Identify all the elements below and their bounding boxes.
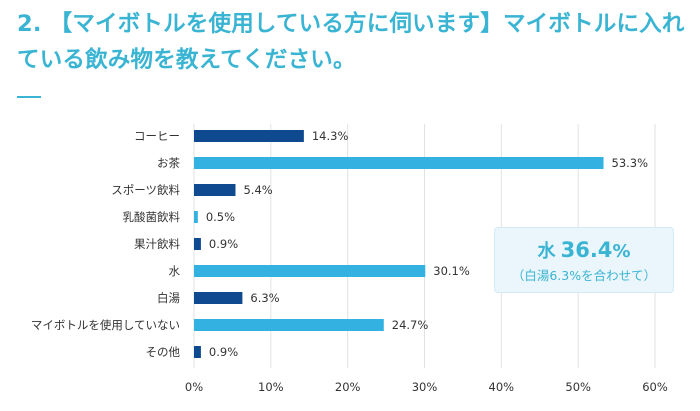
bar xyxy=(194,130,304,142)
callout-label: 水 xyxy=(537,241,556,262)
value-label: 14.3% xyxy=(312,129,349,143)
bar xyxy=(194,184,236,196)
value-label: 5.4% xyxy=(243,183,272,197)
category-label: 白湯 xyxy=(157,291,180,305)
category-label: その他 xyxy=(146,345,181,359)
water-total-callout: 水 36.4% （白湯6.3%を合わせて） xyxy=(494,227,674,293)
value-label: 53.3% xyxy=(612,156,649,170)
category-label: 乳酸菌飲料 xyxy=(123,210,181,224)
question-title: 2. 【マイボトルを使用している方に伺います】マイボトルに入れている飲み物を教え… xyxy=(17,11,685,73)
callout-unit: % xyxy=(612,241,631,262)
value-labels: 14.3% 53.3% 5.4% 0.5% 0.9% 30.1% 6.3% 24.7% 0.9% xyxy=(206,129,648,359)
category-label: お茶 xyxy=(157,156,180,170)
x-tick-label: 20% xyxy=(335,380,361,394)
value-label: 24.7% xyxy=(392,318,429,332)
value-label: 0.5% xyxy=(206,210,235,224)
bar xyxy=(194,319,384,331)
bar xyxy=(194,265,426,277)
bar xyxy=(194,157,604,169)
category-label: スポーツ飲料 xyxy=(111,183,180,197)
bar xyxy=(194,292,243,304)
value-label: 30.1% xyxy=(433,264,470,278)
x-tick-label: 60% xyxy=(642,380,668,394)
x-tick-label: 40% xyxy=(489,380,515,394)
title-accent-line xyxy=(17,96,41,98)
bars xyxy=(194,130,604,358)
category-label: マイボトルを使用していない xyxy=(31,318,180,332)
bar xyxy=(194,211,198,223)
x-tick-labels: 0% 10% 20% 30% 40% 50% 60% xyxy=(185,380,668,394)
value-label: 6.3% xyxy=(250,291,279,305)
category-label: 水 xyxy=(169,264,181,278)
x-tick-label: 30% xyxy=(412,380,438,394)
x-tick-label: 50% xyxy=(565,380,591,394)
x-tick-label: 0% xyxy=(185,380,203,394)
category-label: コーヒー xyxy=(134,129,180,143)
x-tick-label: 10% xyxy=(258,380,284,394)
bar xyxy=(194,346,201,358)
category-label: 果汁飲料 xyxy=(134,237,180,251)
value-label: 0.9% xyxy=(209,237,238,251)
callout-subtext: （白湯6.3%を合わせて） xyxy=(511,268,657,283)
bar xyxy=(194,238,201,250)
callout-value: 36.4 xyxy=(560,238,613,262)
value-label: 0.9% xyxy=(209,345,238,359)
